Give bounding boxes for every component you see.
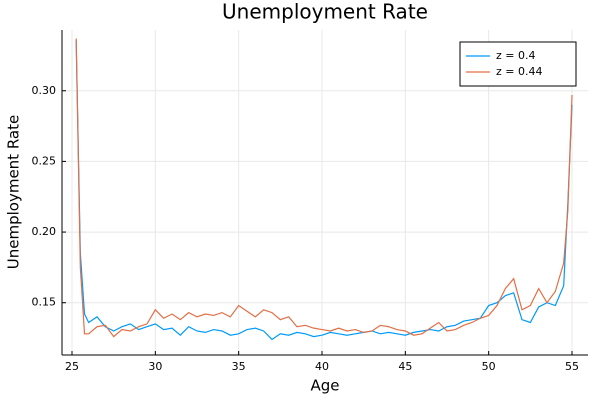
chart-title: Unemployment Rate xyxy=(222,0,428,24)
x-tick-label: 50 xyxy=(482,360,496,373)
legend: z = 0.4 z = 0.44 xyxy=(459,41,577,87)
y-tick-label: 0.20 xyxy=(32,225,57,238)
x-tick-label: 45 xyxy=(398,360,412,373)
x-axis-label: Age xyxy=(310,377,339,395)
x-tick-label: 55 xyxy=(565,360,579,373)
legend-box xyxy=(459,41,577,87)
legend-label: z = 0.44 xyxy=(496,65,542,78)
y-axis-label: Unemployment Rate xyxy=(5,115,23,269)
y-tick-label: 0.15 xyxy=(32,296,57,309)
x-tick-label: 35 xyxy=(232,360,246,373)
series-line xyxy=(75,38,573,338)
y-tick-label: 0.25 xyxy=(32,154,57,167)
x-tick-label: 40 xyxy=(315,360,329,373)
y-tick-label: 0.30 xyxy=(32,84,57,97)
x-tick-label: 30 xyxy=(148,360,162,373)
x-tick-label: 25 xyxy=(65,360,79,373)
series-line xyxy=(75,39,573,341)
legend-label: z = 0.4 xyxy=(496,49,535,62)
